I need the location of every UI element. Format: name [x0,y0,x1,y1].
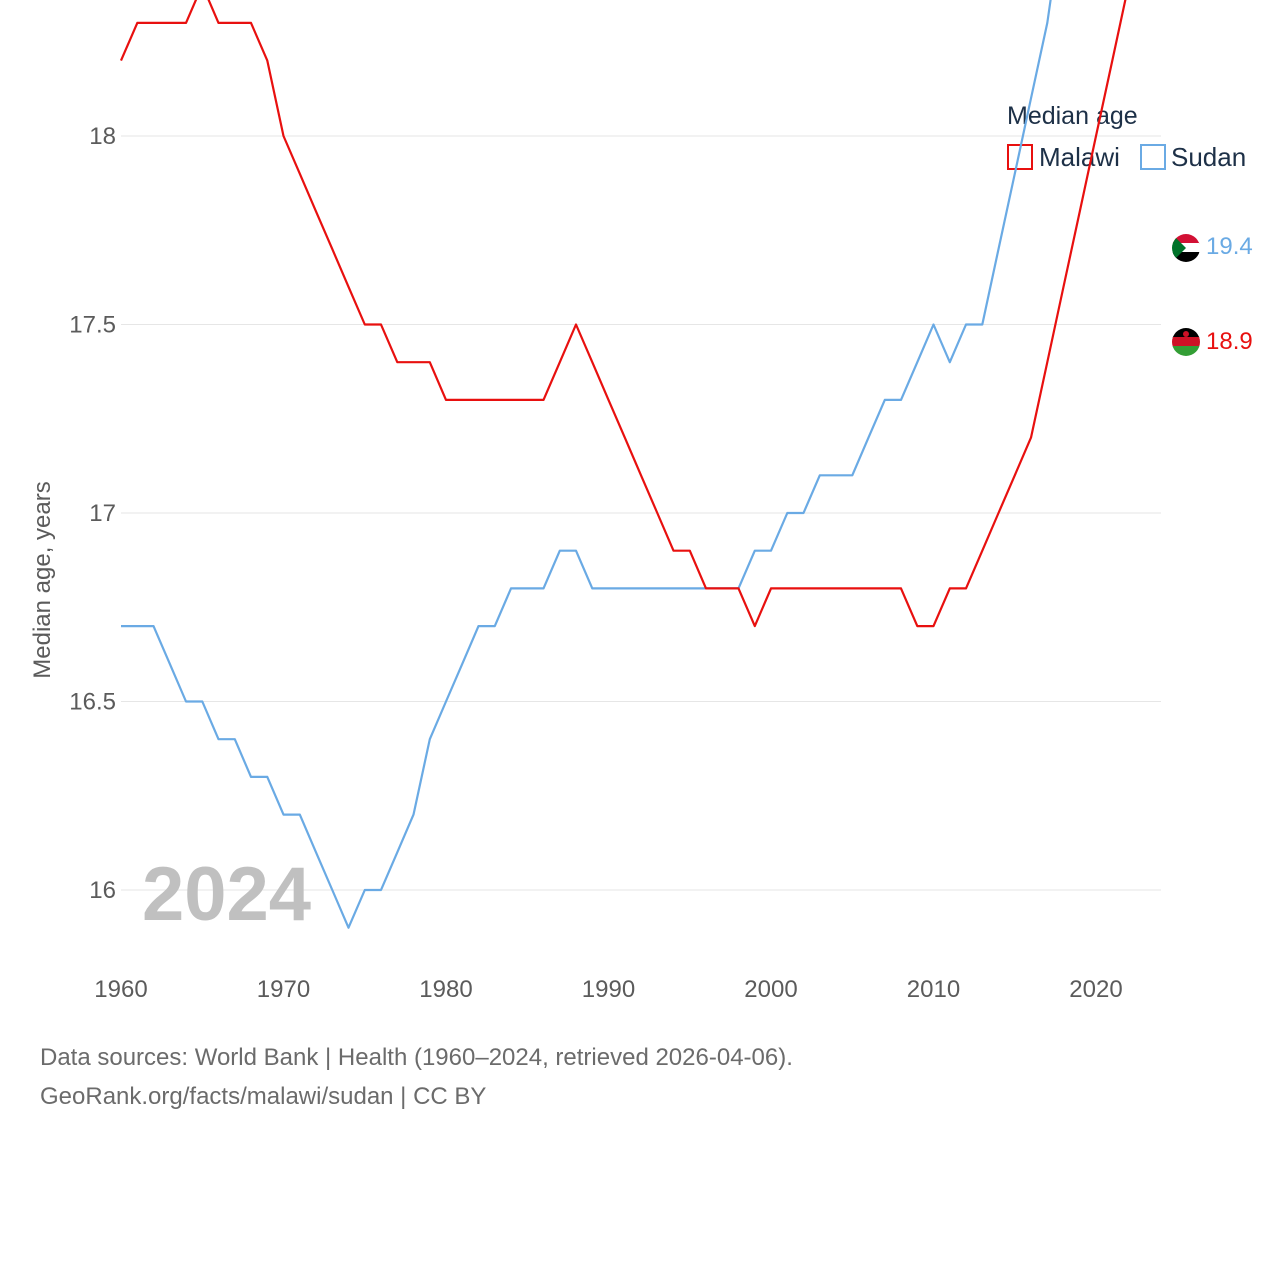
y-tick-label: 17 [89,500,116,527]
x-tick-label: 1970 [257,976,310,1003]
legend-label-malawi: Malawi [1039,142,1120,172]
sudan-flag-icon [1172,234,1200,262]
y-axis-title: Median age, years [29,481,56,678]
series-lines [119,0,1161,929]
malawi-flag-icon [1172,328,1200,356]
x-tick-label: 2010 [907,976,960,1003]
legend-item-sudan[interactable]: Sudan [1140,142,1246,172]
current-year-watermark: 2024 [142,852,311,937]
y-tick-label: 16 [89,877,116,904]
y-tick-label: 18 [89,123,116,150]
gridlines [121,135,1161,891]
y-tick-label: 17.5 [69,312,116,339]
x-tick-label: 2020 [1069,976,1122,1003]
legend-label-sudan: Sudan [1171,142,1246,172]
x-tick-label: 1960 [94,976,147,1003]
attribution-link[interactable]: GeoRank.org/facts/malawi/sudan | CC BY [40,1083,487,1110]
legend-item-malawi[interactable]: Malawi [1007,142,1120,172]
end-label-sudan: 19.4 [1206,233,1253,260]
end-label-malawi: 18.9 [1206,328,1253,355]
x-axis-ticks: 1960 1970 1980 1990 2000 2010 2020 [94,976,1122,1003]
x-tick-label: 1980 [419,976,472,1003]
x-tick-label: 2000 [744,976,797,1003]
series-line-sudan[interactable] [121,0,1161,929]
data-source-text: Data sources: World Bank | Health (1960–… [40,1044,793,1071]
x-tick-label: 1990 [582,976,635,1003]
y-tick-label: 16.5 [69,689,116,716]
series-line-malawi[interactable] [119,0,1161,628]
legend-swatch-sudan [1140,144,1166,170]
